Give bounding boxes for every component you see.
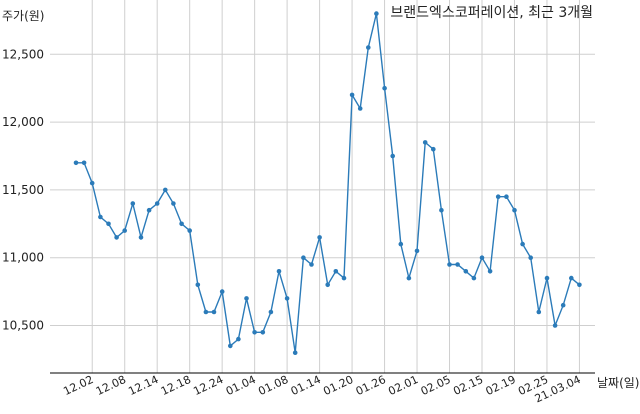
data-point	[374, 11, 379, 16]
price-series-points	[73, 11, 582, 356]
x-tick-label: 02.15	[451, 373, 485, 398]
data-point	[463, 269, 469, 274]
x-tick-label: 12.08	[94, 373, 128, 398]
data-point	[325, 282, 331, 288]
data-point	[504, 194, 509, 199]
data-point	[341, 275, 347, 281]
data-point	[252, 330, 257, 335]
x-tick-label: 12.24	[191, 373, 225, 398]
x-axis-ticks: 12.0212.0812.1412.1812.2401.0401.0801.14…	[61, 373, 582, 405]
data-point	[577, 282, 582, 288]
data-point	[544, 275, 550, 281]
data-point	[154, 201, 160, 206]
data-point	[228, 343, 233, 349]
data-point	[495, 194, 501, 199]
y-tick-label: 11,500	[2, 183, 44, 197]
x-tick-label: 12.14	[126, 373, 160, 398]
x-tick-label: 12.02	[61, 373, 95, 398]
x-tick-label: 01.26	[354, 373, 388, 398]
chart-title: 브랜드엑스코퍼레이션, 최근 3개월	[390, 5, 593, 21]
data-point	[366, 45, 371, 50]
data-point	[203, 309, 209, 315]
data-point	[276, 269, 282, 274]
data-point	[146, 207, 152, 213]
data-point	[171, 201, 176, 206]
y-tick-label: 11,000	[2, 251, 44, 265]
data-point	[317, 235, 322, 240]
data-point	[130, 201, 136, 206]
x-tick-label: 01.08	[256, 373, 290, 398]
data-point	[284, 296, 290, 301]
data-point	[211, 309, 217, 315]
data-point	[114, 235, 119, 240]
data-point	[333, 269, 339, 274]
data-point	[309, 262, 314, 267]
data-point	[236, 336, 241, 342]
data-point	[122, 228, 127, 233]
price-series-line	[76, 13, 580, 353]
data-point	[406, 275, 412, 281]
data-point	[560, 302, 566, 308]
data-point	[414, 248, 420, 254]
data-point	[268, 309, 274, 315]
data-point	[569, 275, 574, 281]
data-point	[219, 289, 225, 294]
y-tick-label: 12,000	[2, 115, 44, 129]
data-point	[528, 255, 533, 260]
data-point	[179, 221, 184, 227]
data-point	[98, 214, 103, 220]
data-point	[552, 323, 558, 328]
data-point	[195, 282, 201, 288]
x-tick-label: 12.18	[159, 373, 193, 398]
data-point	[487, 269, 493, 274]
data-point	[301, 255, 306, 260]
x-tick-label: 02.01	[386, 373, 420, 398]
data-point	[536, 309, 542, 315]
data-point	[447, 262, 452, 267]
data-point	[455, 262, 460, 267]
data-point	[382, 85, 387, 91]
y-tick-label: 10,500	[2, 319, 44, 333]
data-point	[187, 228, 192, 233]
data-point	[479, 255, 485, 260]
data-point	[260, 330, 266, 335]
x-tick-label: 02.05	[419, 373, 453, 398]
y-tick-label: 12,500	[2, 47, 44, 61]
data-point	[390, 153, 396, 159]
data-point	[244, 296, 249, 301]
data-point	[349, 92, 355, 98]
x-tick-label: 01.20	[321, 373, 355, 398]
data-point	[431, 146, 436, 152]
data-point	[422, 140, 428, 145]
data-point	[292, 350, 298, 356]
data-point	[357, 106, 363, 111]
y-axis-ticks: 10,500 11,000 11,500 12,000 12,500	[2, 47, 44, 332]
x-tick-label: 01.14	[289, 373, 323, 398]
data-point	[73, 160, 79, 166]
x-axis-label: 날짜(일)	[597, 376, 639, 390]
x-tick-label: 02.19	[484, 373, 518, 398]
data-point	[512, 207, 517, 213]
grid	[50, 0, 595, 373]
data-point	[138, 235, 144, 240]
data-point	[471, 275, 477, 281]
data-point	[81, 160, 87, 166]
data-point	[89, 180, 95, 186]
x-tick-label: 01.04	[224, 373, 258, 398]
data-point	[163, 187, 168, 193]
data-point	[439, 207, 444, 213]
data-point	[520, 241, 525, 247]
data-point	[398, 241, 404, 247]
y-axis-label: 주가(원)	[2, 9, 44, 23]
data-point	[106, 221, 111, 227]
